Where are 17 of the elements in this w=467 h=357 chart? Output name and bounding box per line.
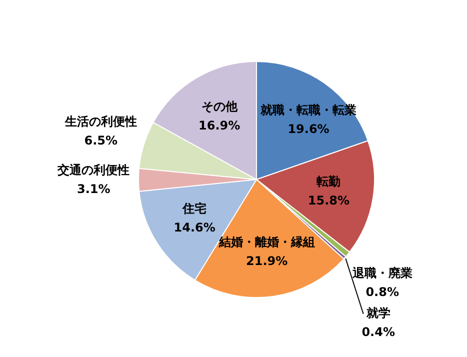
slice-label: 結婚・離婚・縁組 bbox=[218, 235, 315, 250]
data-label: 21.9% bbox=[246, 254, 288, 268]
slice-label: 生活の利便性 bbox=[64, 114, 137, 129]
data-label: 6.5% bbox=[84, 134, 118, 148]
slice-label: 就学 bbox=[365, 306, 390, 320]
slice-label: 退職・廃業 bbox=[351, 266, 412, 280]
data-label: 0.4% bbox=[362, 324, 395, 339]
data-label: 15.8% bbox=[308, 194, 350, 208]
slice-label: 住宅 bbox=[182, 202, 207, 216]
slice-label: その他 bbox=[201, 100, 238, 114]
data-label: 14.6% bbox=[174, 220, 216, 235]
data-label: 16.9% bbox=[198, 118, 240, 133]
data-label: 3.1% bbox=[77, 182, 110, 196]
data-label: 0.8% bbox=[366, 284, 399, 299]
slice-label: 転勤 bbox=[316, 174, 341, 189]
slice-label: 交通の利便性 bbox=[56, 163, 130, 178]
data-label: 19.6% bbox=[288, 122, 330, 136]
